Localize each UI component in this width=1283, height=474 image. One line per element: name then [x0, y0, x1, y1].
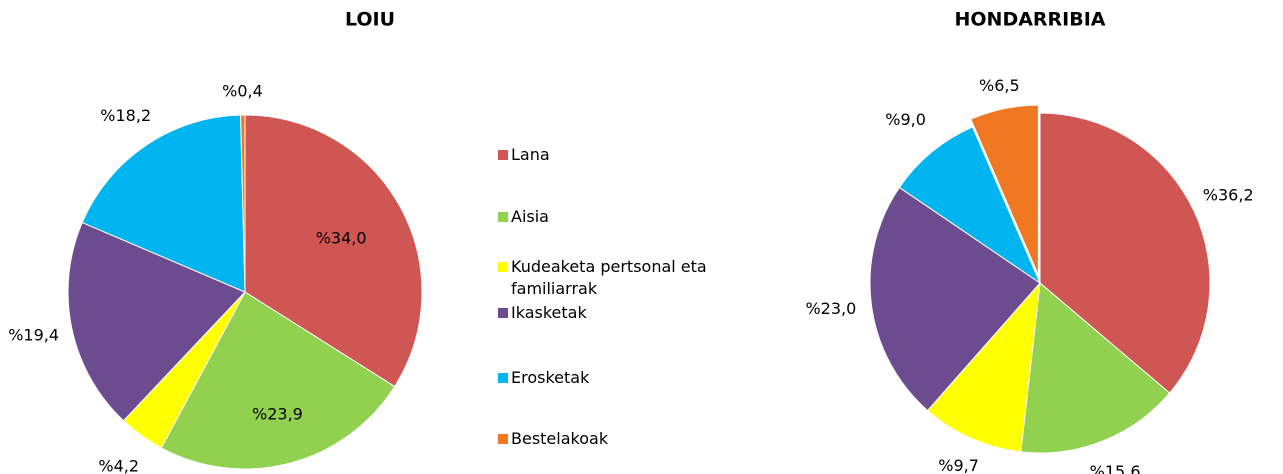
pie-slice — [970, 104, 1039, 276]
legend-item: Kudeaketa pertsonal eta familiarrak — [498, 256, 738, 300]
pie-slice — [869, 186, 1041, 412]
data-label: %6,5 — [979, 76, 1020, 95]
pie-slice — [81, 114, 246, 293]
data-label: %9,0 — [885, 110, 926, 129]
pie-slice — [926, 281, 1041, 453]
data-label: %15,6 — [1090, 462, 1141, 474]
legend-swatch — [498, 212, 508, 222]
pie-slice — [244, 114, 423, 388]
data-label: %19,4 — [8, 326, 59, 345]
legend-label: Ikasketak — [511, 303, 587, 322]
legend-label: Erosketak — [511, 368, 590, 387]
legend-item: Erosketak — [498, 367, 738, 389]
data-label: %34,0 — [316, 229, 367, 248]
pie-slice — [67, 221, 246, 422]
data-label: %9,7 — [938, 456, 979, 474]
pie-slice — [898, 126, 1042, 285]
pie-slice — [1039, 112, 1211, 394]
chart-title: LOIU — [345, 9, 395, 31]
legend-label: Aisia — [511, 207, 549, 226]
data-label: %23,9 — [252, 405, 303, 424]
legend-swatch — [498, 308, 508, 318]
data-label: %36,2 — [1203, 185, 1254, 204]
legend-item: Aisia — [498, 206, 738, 228]
legend-item: Ikasketak — [498, 302, 738, 324]
pie-slice — [240, 114, 246, 293]
chart-title: HONDARRIBIA — [954, 9, 1105, 31]
pie-slice — [160, 291, 396, 470]
legend-swatch — [498, 373, 508, 383]
legend-item: Bestelakoak — [498, 428, 738, 450]
legend-label: Kudeaketa pertsonal eta familiarrak — [511, 257, 707, 298]
legend-item: Lana — [498, 144, 738, 166]
data-label: %23,0 — [805, 299, 856, 318]
legend-label: Lana — [511, 145, 550, 164]
data-label: %4,2 — [98, 457, 139, 474]
data-label: %18,2 — [100, 106, 151, 125]
legend-swatch — [498, 150, 508, 160]
legend-swatch — [498, 434, 508, 444]
legend-label: Bestelakoak — [511, 429, 609, 448]
data-label: %0,4 — [222, 82, 263, 101]
legend-swatch — [498, 262, 508, 272]
pie-slice — [1020, 282, 1171, 454]
